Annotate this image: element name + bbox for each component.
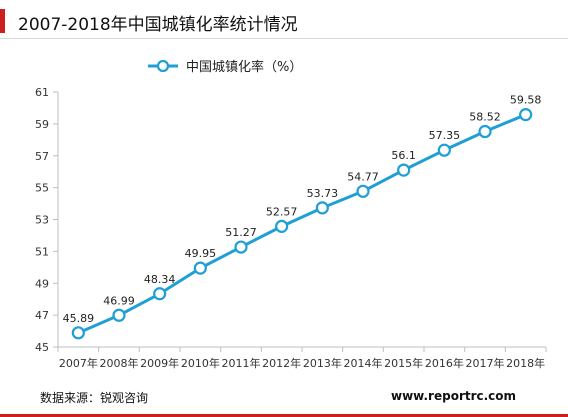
data-point[interactable]: [71, 326, 85, 340]
y-tick-label: 47: [35, 309, 49, 322]
data-point[interactable]: [397, 163, 411, 177]
data-label: 56.1: [391, 149, 416, 162]
y-tick-label: 61: [35, 86, 49, 99]
data-point[interactable]: [437, 143, 451, 157]
data-label: 57.35: [429, 129, 461, 142]
data-label: 52.57: [266, 205, 298, 218]
series-line: [77, 113, 527, 335]
y-tick-label: 59: [35, 118, 49, 131]
data-label: 59.58: [510, 94, 542, 107]
data-label: 48.34: [144, 273, 176, 286]
data-point[interactable]: [153, 287, 167, 301]
data-point[interactable]: [478, 124, 492, 139]
data-label: 58.52: [469, 111, 501, 124]
y-tick-label: 45: [35, 341, 49, 354]
x-tick-label: 2010年: [181, 356, 220, 370]
x-tick-label: 2016年: [425, 356, 464, 370]
data-source-note: 数据来源：锐观咨询: [40, 391, 149, 405]
data-point[interactable]: [356, 184, 370, 198]
y-tick-label: 57: [35, 150, 49, 163]
y-tick-label: 51: [35, 245, 49, 258]
data-point[interactable]: [519, 108, 533, 122]
legend-marker: [156, 59, 170, 73]
data-label: 51.27: [225, 226, 257, 239]
y-tick-label: 49: [35, 277, 49, 290]
bottom-accent-bar: [0, 414, 568, 417]
x-tick-label: 2017年: [466, 356, 505, 370]
x-tick-label: 2013年: [303, 356, 342, 370]
data-point[interactable]: [112, 308, 126, 322]
data-point[interactable]: [234, 240, 248, 254]
x-tick-label: 2008年: [100, 356, 139, 370]
website-url[interactable]: www.reportrc.com: [391, 389, 517, 403]
data-point[interactable]: [275, 219, 289, 233]
title-divider: [0, 38, 568, 39]
x-tick-label: 2011年: [222, 356, 261, 370]
data-label: 45.89: [63, 312, 95, 325]
y-tick-label: 55: [35, 182, 49, 195]
data-label: 46.99: [103, 294, 135, 307]
data-point[interactable]: [315, 201, 329, 215]
y-tick-label: 53: [35, 214, 49, 227]
title-accent-bar: [0, 9, 5, 33]
data-point[interactable]: [193, 261, 207, 275]
title-bar: 2007-2018年中国城镇化率统计情况: [0, 0, 568, 40]
x-tick-label: 2012年: [262, 356, 301, 370]
data-label: 54.77: [347, 170, 379, 183]
x-tick-label: 2009年: [140, 356, 179, 370]
x-tick-label: 2015年: [384, 356, 423, 370]
x-tick-label: 2007年: [59, 356, 98, 370]
data-label: 53.73: [307, 187, 339, 200]
x-tick-label: 2018年: [506, 356, 545, 370]
page-title: 2007-2018年中国城镇化率统计情况: [18, 15, 298, 35]
legend-label: 中国城镇化率（%）: [186, 59, 302, 75]
x-tick-label: 2014年: [344, 356, 383, 370]
data-label: 49.95: [185, 247, 217, 260]
